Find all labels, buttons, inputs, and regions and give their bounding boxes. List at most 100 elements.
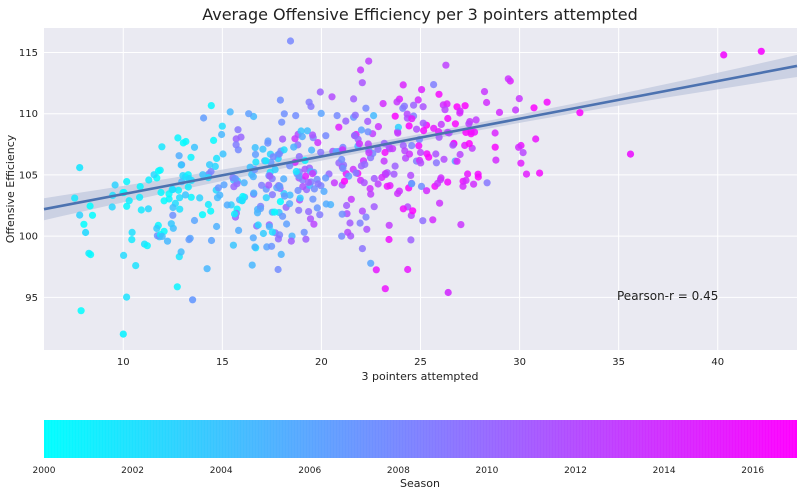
scatter-point (300, 228, 308, 236)
scatter-point (213, 154, 221, 162)
scatter-point (322, 200, 330, 208)
scatter-point (177, 248, 185, 256)
scatter-point (271, 166, 279, 174)
scatter-point (483, 98, 491, 107)
y-tick-label: 115 (19, 48, 38, 59)
scatter-point (108, 203, 116, 211)
scatter-point (374, 145, 382, 153)
scatter-point (157, 188, 165, 197)
scatter-point (363, 225, 371, 233)
scatter-point (362, 213, 370, 221)
scatter-point (206, 161, 214, 169)
scatter-point (429, 216, 437, 224)
scatter-point (264, 139, 272, 147)
scatter-point (71, 194, 79, 202)
scatter-point (163, 237, 172, 245)
scatter-point (187, 153, 195, 161)
scatter-point (280, 175, 288, 183)
scatter-point (265, 223, 273, 231)
y-tick-label: 95 (25, 293, 38, 304)
scatter-point (444, 114, 452, 123)
scatter-point (414, 96, 422, 104)
scatter-point (451, 120, 459, 128)
scatter-point (351, 111, 359, 119)
scatter-point (176, 194, 184, 202)
scatter-point (144, 205, 152, 213)
scatter-point (435, 90, 443, 98)
scatter-point (207, 236, 216, 245)
scatter-point (249, 234, 257, 242)
scatter-point (360, 179, 368, 187)
scatter-point (370, 174, 378, 183)
scatter-point (365, 149, 373, 157)
scatter-point (417, 159, 425, 167)
scatter-point (432, 150, 440, 158)
scatter-point (292, 112, 300, 120)
scatter-point (504, 75, 512, 83)
scatter-point (381, 148, 389, 157)
scatter-point (287, 237, 295, 245)
pearson-annotation: Pearson-r = 0.45 (617, 289, 718, 303)
y-axis-label: Offensive Efficiency (4, 134, 17, 243)
scatter-point (436, 199, 444, 207)
scatter-point (342, 117, 350, 125)
x-tick-label: 15 (216, 357, 229, 368)
scatter-point (389, 145, 397, 153)
scatter-point (173, 283, 181, 291)
x-tick-labels: 10 15 20 25 30 35 40 (117, 357, 724, 368)
scatter-point (308, 170, 317, 178)
scatter-point (286, 191, 294, 199)
scatter-point (252, 158, 260, 166)
scatter-point (515, 95, 523, 103)
scatter-point (210, 136, 218, 144)
scatter-point (223, 201, 231, 209)
scatter-point (254, 221, 262, 229)
scatter-point (218, 130, 226, 139)
scatter-point (423, 187, 431, 195)
scatter-point (340, 177, 349, 185)
scatter-point (190, 143, 199, 151)
scatter-point (345, 172, 353, 180)
scatter-point (408, 180, 416, 188)
scatter-point (167, 220, 175, 228)
scatter-point (383, 182, 391, 190)
scatter-point (299, 183, 307, 191)
scatter-point (230, 210, 239, 218)
scatter-point (259, 145, 267, 153)
scatter-point (358, 245, 366, 253)
colorbar-tick-label: 2002 (121, 466, 144, 476)
scatter-point (160, 197, 168, 205)
scatter-point (280, 110, 288, 118)
scatter-point (185, 236, 193, 244)
x-tick-label: 20 (315, 357, 328, 368)
scatter-point (262, 194, 270, 202)
scatter-point (357, 66, 365, 74)
scatter-point (328, 93, 336, 101)
scatter-point (199, 171, 207, 179)
scatter-point (370, 203, 378, 211)
scatter-point (292, 167, 300, 176)
scatter-point (419, 119, 427, 127)
scatter-point (279, 135, 287, 143)
scatter-point (286, 200, 294, 208)
scatter-chart: 10 15 20 25 30 35 40 95 100 105 110 115 Average Of… (4, 5, 798, 383)
scatter-point (350, 95, 358, 103)
scatter-point (211, 162, 219, 170)
scatter-point (350, 131, 359, 140)
scatter-point (137, 206, 145, 214)
scatter-point (219, 150, 227, 158)
scatter-point (467, 128, 475, 136)
scatter-point (232, 135, 240, 143)
scatter-point (400, 102, 408, 110)
scatter-point (313, 204, 321, 212)
scatter-point (364, 117, 372, 125)
scatter-point (511, 106, 520, 114)
scatter-point (280, 192, 289, 200)
scatter-point (430, 81, 438, 89)
scatter-point (132, 262, 140, 270)
scatter-point (143, 242, 151, 250)
scatter-point (385, 221, 393, 229)
scatter-point (757, 47, 765, 55)
scatter-point (316, 211, 324, 219)
scatter-point (286, 37, 295, 45)
